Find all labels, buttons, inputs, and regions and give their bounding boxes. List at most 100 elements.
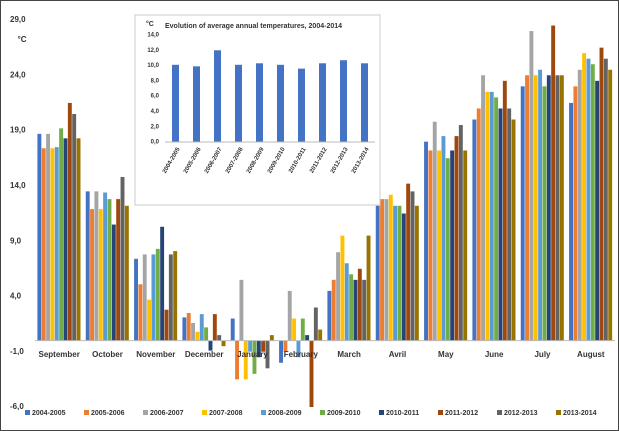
bar bbox=[195, 331, 200, 341]
bar bbox=[296, 340, 301, 358]
legend-swatch bbox=[261, 410, 266, 415]
bar bbox=[507, 108, 512, 341]
inset-bar bbox=[340, 60, 347, 142]
legend-label: 2013-2014 bbox=[563, 410, 597, 417]
bar bbox=[366, 235, 371, 341]
legend-label: 2005-2006 bbox=[91, 410, 125, 417]
legend-label: 2008-2009 bbox=[268, 410, 302, 417]
bar bbox=[59, 128, 64, 341]
bar bbox=[344, 263, 349, 341]
bar bbox=[397, 205, 402, 341]
bar bbox=[511, 119, 516, 341]
bar bbox=[603, 58, 608, 341]
bar bbox=[336, 252, 341, 341]
legend-swatch bbox=[320, 410, 325, 415]
bar bbox=[401, 213, 406, 341]
bar bbox=[582, 53, 587, 341]
bar bbox=[520, 86, 525, 341]
bar bbox=[191, 322, 196, 341]
bar bbox=[256, 340, 261, 358]
y-axis-label: °C bbox=[18, 35, 27, 44]
bar bbox=[292, 318, 297, 341]
bar bbox=[221, 340, 226, 347]
y-tick-label: 24,0 bbox=[10, 70, 26, 79]
legend-label: 2007-2008 bbox=[209, 410, 243, 417]
bar bbox=[217, 335, 222, 341]
x-tick-label: February bbox=[284, 350, 319, 359]
bar bbox=[608, 69, 613, 341]
bar bbox=[243, 340, 248, 380]
bar bbox=[287, 290, 292, 341]
inset-bar bbox=[193, 66, 200, 142]
inset-y-tick-label: 8,0 bbox=[151, 78, 160, 84]
bar bbox=[212, 314, 217, 341]
legend-swatch bbox=[379, 410, 384, 415]
bar bbox=[63, 138, 68, 341]
bar bbox=[50, 148, 55, 341]
bar bbox=[283, 340, 288, 352]
bar bbox=[313, 307, 318, 341]
inset-bar bbox=[256, 63, 263, 142]
inset-bar bbox=[361, 63, 368, 142]
legend-label: 2004-2005 bbox=[32, 410, 66, 417]
bar bbox=[454, 136, 459, 341]
bar bbox=[116, 199, 121, 341]
bar bbox=[265, 340, 270, 369]
inset-y-tick-label: 10,0 bbox=[147, 63, 159, 69]
inset-title: Evolution of average annual temperatures… bbox=[165, 23, 342, 30]
bar bbox=[428, 150, 433, 341]
bar bbox=[375, 205, 380, 341]
legend-label: 2006-2007 bbox=[150, 410, 184, 417]
x-tick-label: Avril bbox=[389, 350, 407, 359]
bar bbox=[160, 226, 165, 341]
bar bbox=[494, 97, 499, 341]
y-tick-label: 14,0 bbox=[10, 181, 26, 190]
bar bbox=[353, 279, 358, 341]
bar bbox=[489, 91, 494, 341]
y-tick-label: 9,0 bbox=[10, 236, 22, 245]
bar bbox=[586, 58, 591, 341]
legend-swatch bbox=[202, 410, 207, 415]
bar bbox=[155, 248, 160, 341]
bar bbox=[437, 150, 442, 341]
bar bbox=[384, 199, 389, 341]
legend-swatch bbox=[84, 410, 89, 415]
bar bbox=[186, 313, 191, 341]
bar bbox=[54, 147, 59, 341]
bar bbox=[424, 141, 428, 341]
x-tick-label: October bbox=[92, 350, 123, 359]
bar bbox=[542, 86, 547, 341]
inset-bar bbox=[298, 68, 305, 142]
bar bbox=[199, 314, 204, 341]
bar bbox=[94, 191, 99, 341]
bar bbox=[134, 258, 138, 341]
bar bbox=[138, 284, 143, 341]
inset-bar bbox=[319, 63, 326, 142]
bar bbox=[103, 192, 108, 341]
legend-swatch bbox=[438, 410, 443, 415]
inset-y-tick-label: 0,0 bbox=[151, 140, 160, 146]
y-tick-label: 4,0 bbox=[10, 292, 22, 301]
bar bbox=[67, 102, 72, 341]
bar bbox=[204, 327, 209, 341]
bar bbox=[72, 113, 77, 341]
x-tick-label: December bbox=[185, 350, 224, 359]
bar bbox=[476, 108, 481, 341]
bar bbox=[481, 75, 486, 341]
bar bbox=[599, 47, 604, 341]
bar bbox=[349, 274, 354, 341]
inset-bar bbox=[235, 64, 242, 142]
bar bbox=[380, 199, 385, 341]
x-tick-label: September bbox=[38, 350, 79, 359]
inset-y-label: °C bbox=[146, 20, 154, 28]
x-tick-label: March bbox=[337, 350, 361, 359]
bar bbox=[107, 199, 112, 341]
bar bbox=[590, 64, 595, 341]
legend-swatch bbox=[556, 410, 561, 415]
bar bbox=[458, 125, 463, 341]
bar bbox=[595, 80, 600, 341]
bar bbox=[388, 194, 393, 341]
inset-bar bbox=[277, 64, 284, 142]
inset-bar bbox=[214, 50, 221, 142]
